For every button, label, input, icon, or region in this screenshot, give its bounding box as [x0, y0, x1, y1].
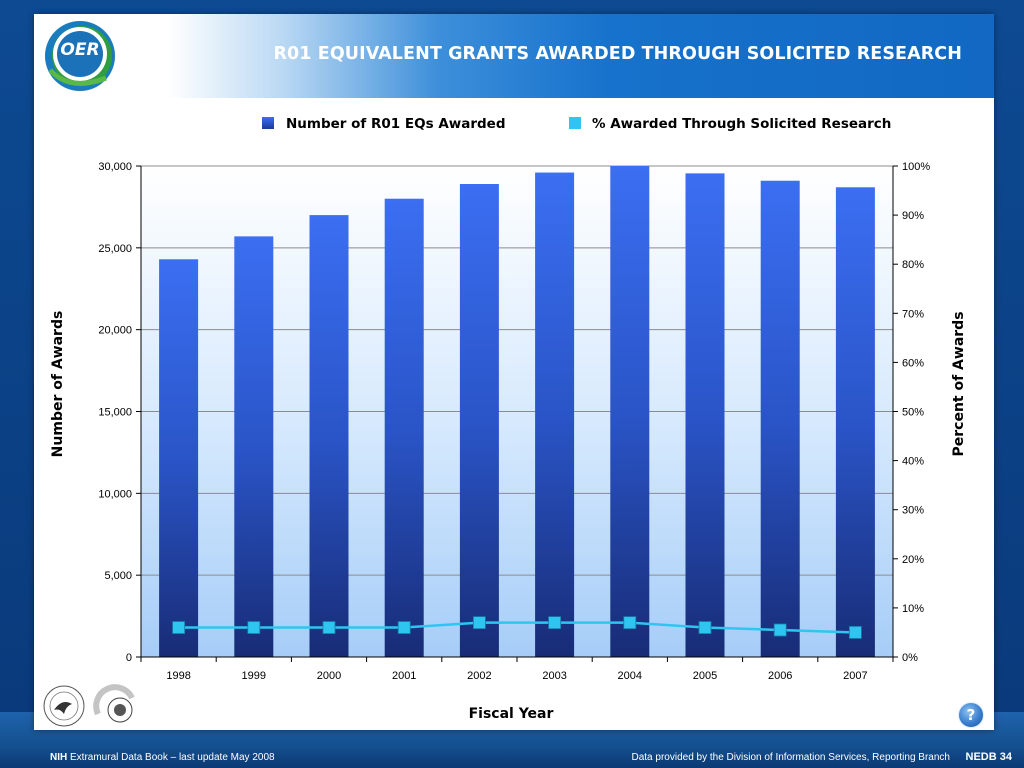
bar: [535, 172, 575, 657]
footer-left-text: Extramural Data Book – last update May 2…: [70, 752, 275, 763]
y2-tick-label: 40%: [902, 456, 924, 468]
y2-tick-label: 60%: [902, 357, 924, 369]
x-tick-label: 1999: [242, 670, 266, 682]
y2-tick-label: 80%: [902, 259, 924, 271]
hhs-seal: [43, 685, 85, 727]
y2-axis-title: Percent of Awards: [951, 311, 967, 456]
y2-tick-label: 20%: [902, 554, 924, 566]
x-tick-label: 2004: [618, 670, 642, 682]
line-marker: [698, 621, 712, 634]
legend-swatch-bars: [262, 117, 274, 129]
x-tick-label: 2007: [843, 670, 867, 682]
y2-tick-label: 30%: [902, 505, 924, 517]
y2-tick-label: 50%: [902, 407, 924, 419]
header-banner: OER R01 EQUIVALENT GRANTS AWARDED THROUG…: [34, 14, 994, 98]
line-marker: [623, 616, 637, 630]
x-tick-label: 2001: [392, 670, 416, 682]
bar: [835, 187, 875, 657]
legend-swatch-line: [569, 117, 581, 129]
bar: [159, 259, 199, 657]
line-marker: [472, 616, 486, 630]
y-tick-label: 30,000: [98, 161, 132, 173]
page-title: R01 EQUIVALENT GRANTS AWARDED THROUGH SO…: [273, 44, 962, 64]
x-tick-label: 2006: [768, 670, 792, 682]
x-tick-label: 1998: [166, 670, 190, 682]
y-tick-label: 10,000: [98, 488, 132, 500]
bar: [459, 184, 499, 657]
y2-tick-label: 0%: [902, 652, 918, 664]
y-axis-title: Number of Awards: [50, 311, 66, 458]
x-tick-label: 2002: [467, 670, 491, 682]
bar: [685, 173, 725, 658]
legend-label-line: % Awarded Through Solicited Research: [592, 116, 891, 132]
line-marker: [322, 621, 336, 634]
y2-tick-label: 100%: [902, 161, 930, 173]
bar: [309, 215, 349, 657]
x-axis-title: Fiscal Year: [469, 706, 554, 722]
page-number: NEDB 34: [965, 751, 1012, 763]
y-tick-label: 25,000: [98, 243, 132, 255]
series-line: [178, 621, 856, 634]
legend-label-bars: Number of R01 EQs Awarded: [286, 116, 506, 132]
x-tick-label: 2003: [542, 670, 566, 682]
y2-tick-label: 70%: [902, 308, 924, 320]
bar: [610, 166, 650, 657]
legend: Number of R01 EQs Awarded % Awarded Thro…: [262, 116, 891, 132]
line-marker: [247, 621, 261, 634]
y2-tick-label: 10%: [902, 603, 924, 615]
line-marker: [397, 621, 411, 634]
line-marker: [849, 626, 862, 639]
footer-brand: NIH: [50, 752, 68, 763]
oer-logo: OER: [40, 18, 120, 94]
y-tick-label: 20,000: [98, 325, 132, 337]
bar: [384, 198, 424, 657]
line-marker: [773, 623, 787, 637]
x-tick-label: 2005: [693, 670, 717, 682]
y-tick-label: 5,000: [104, 570, 132, 582]
help-button[interactable]: ?: [958, 702, 984, 728]
x-tick-label: 2000: [317, 670, 341, 682]
footer-source: Data provided by the Division of Informa…: [631, 752, 951, 763]
y2-tick-label: 90%: [902, 210, 924, 222]
line-marker: [548, 616, 561, 630]
slide: OER R01 EQUIVALENT GRANTS AWARDED THROUG…: [34, 14, 994, 730]
y-tick-label: 15,000: [98, 407, 132, 419]
nih-seal: [93, 684, 135, 723]
footer-left: NIH Extramural Data Book – last update M…: [50, 752, 275, 763]
bar: [760, 180, 800, 658]
line-marker: [172, 621, 186, 634]
y-tick-label: 0: [126, 652, 132, 664]
bar: [234, 236, 274, 658]
logo-text: OER: [60, 40, 100, 60]
chart: 0 5,000 10,000 15,000 20,000 25,000 30,000 0% 1…: [50, 116, 967, 722]
